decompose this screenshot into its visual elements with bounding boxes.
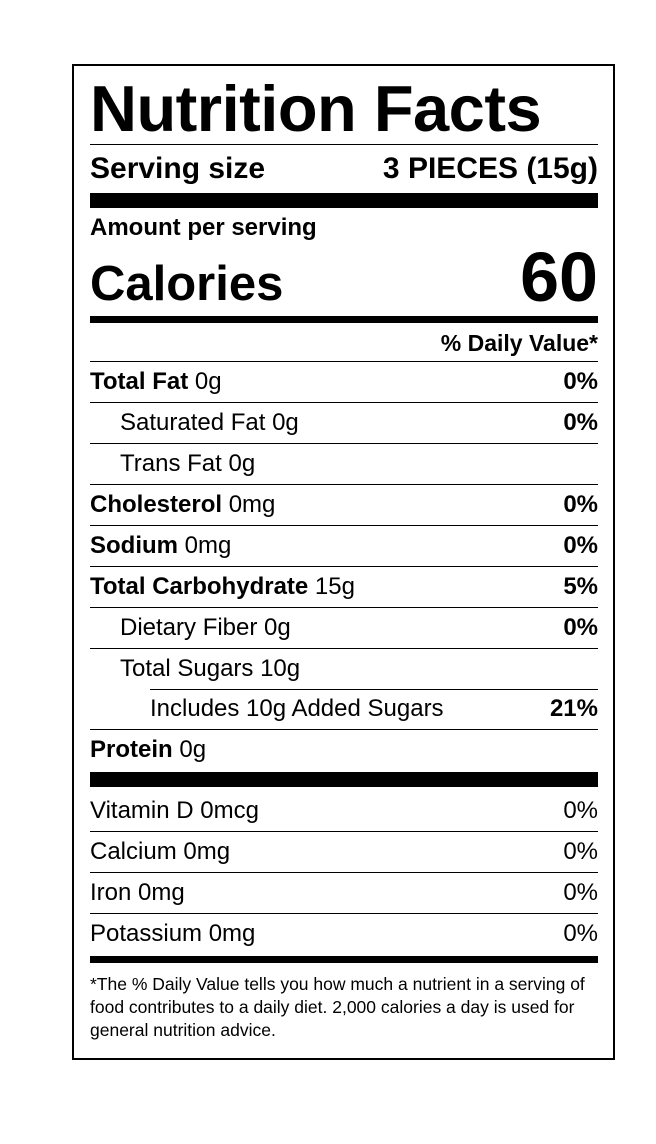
nutrient-name: Total Fat [90, 368, 189, 395]
vitamin-row-iron: Iron 0mg 0% [90, 872, 598, 913]
nutrient-row-saturated-fat: Saturated Fat 0g 0% [90, 402, 598, 443]
medium-divider [90, 316, 598, 323]
vitamin-dv: 0% [563, 838, 598, 865]
vitamin-name: Calcium 0mg [90, 838, 231, 865]
nutrient-dv: 21% [549, 695, 598, 722]
nutrient-name: Sodium [90, 532, 178, 559]
calories-value: 60 [520, 238, 598, 316]
nutrient-row-added-sugars: Includes 10g Added Sugars 21% [90, 689, 598, 729]
vitamins-section: Vitamin D 0mcg 0% Calcium 0mg 0% Iron 0m… [90, 791, 598, 954]
nutrient-row-sodium: Sodium 0mg 0% [90, 525, 598, 566]
amount-per-serving: Amount per serving [90, 214, 317, 241]
nutrient-dv: 0% [563, 491, 598, 518]
nutrient-name: Includes 10g Added Sugars [150, 695, 444, 722]
serving-size-row: Serving size 3 PIECES (15g) [90, 145, 598, 193]
nutrient-amount: 0mg [184, 532, 232, 559]
nutrient-name: Saturated Fat 0g [120, 409, 299, 436]
divider [90, 144, 598, 145]
medium-divider [90, 956, 598, 963]
nutrient-dv: 0% [563, 368, 598, 395]
nutrient-name: Total Carbohydrate [90, 573, 309, 600]
nutrient-name: Total Sugars 10g [120, 655, 301, 682]
thick-divider [90, 772, 598, 787]
vitamin-dv: 0% [563, 920, 598, 947]
nutrient-name: Trans Fat 0g [120, 450, 256, 477]
serving-size-value: 3 PIECES (15g) [382, 152, 598, 185]
vitamin-name: Potassium 0mg [90, 920, 256, 947]
nutrient-name: Cholesterol [90, 491, 223, 518]
nutrient-amount: 15g [314, 573, 355, 600]
daily-value-header: % Daily Value* [440, 330, 598, 356]
vitamin-row-potassium: Potassium 0mg 0% [90, 913, 598, 954]
vitamin-name: Vitamin D 0mcg [90, 797, 259, 824]
calories-label: Calories [90, 257, 284, 311]
nutrient-dv: 0% [563, 614, 598, 641]
nutrient-dv: 0% [563, 409, 598, 436]
nutrient-amount: 0g [194, 368, 222, 395]
nutrient-row-trans-fat: Trans Fat 0g [90, 443, 598, 484]
vitamin-dv: 0% [563, 879, 598, 906]
nutrient-row-total-fat: Total Fat 0g 0% [90, 361, 598, 402]
nutrient-dv: 5% [563, 573, 598, 600]
vitamin-row-calcium: Calcium 0mg 0% [90, 831, 598, 872]
serving-size-label: Serving size [90, 152, 266, 185]
nutrient-row-cholesterol: Cholesterol 0mg 0% [90, 484, 598, 525]
nutrient-name: Protein [90, 736, 173, 763]
nutrition-facts-label: Nutrition Facts Serving size 3 PIECES (1… [72, 64, 615, 1060]
thick-divider [90, 193, 598, 208]
nutrient-dv: 0% [563, 532, 598, 559]
nutrient-row-total-carbohydrate: Total Carbohydrate 15g 5% [90, 566, 598, 607]
vitamin-row-vitamin-d: Vitamin D 0mcg 0% [90, 791, 598, 831]
nutrient-row-dietary-fiber: Dietary Fiber 0g 0% [90, 607, 598, 648]
label-title: Nutrition Facts [90, 72, 542, 145]
daily-value-footnote: *The % Daily Value tells you how much a … [90, 974, 585, 1040]
nutrient-row-protein: Protein 0g [90, 729, 598, 770]
vitamin-name: Iron 0mg [90, 879, 185, 906]
calories-row: Calories 60 [90, 238, 598, 316]
nutrient-amount: 0mg [228, 491, 276, 518]
vitamin-dv: 0% [563, 797, 598, 824]
nutrient-amount: 0g [179, 736, 207, 763]
nutrient-name: Dietary Fiber 0g [120, 614, 291, 641]
nutrient-row-total-sugars: Total Sugars 10g [90, 648, 598, 689]
